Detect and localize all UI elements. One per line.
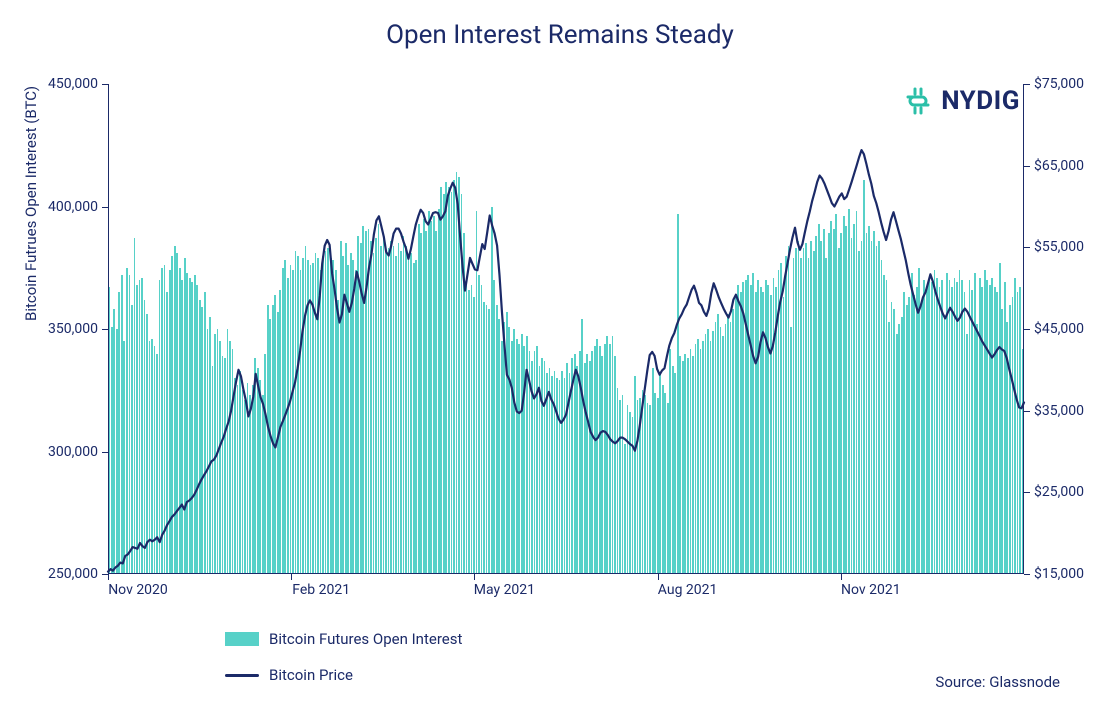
x-tick-label: Nov 2020 [108, 582, 168, 598]
y-left-tick-label: 250,000 [48, 566, 98, 582]
x-tick-label: Feb 2021 [292, 582, 350, 598]
y-right-tick-label: $75,000 [1034, 76, 1084, 92]
x-tick-label: Nov 2021 [841, 582, 901, 598]
x-tick-label: May 2021 [474, 582, 535, 598]
x-axis-line [108, 573, 1024, 574]
legend-item: Bitcoin Price [225, 666, 462, 684]
plot-area: 250,000300,000350,000400,000450,000$15,0… [108, 84, 1024, 574]
y-left-tick-label: 350,000 [48, 321, 98, 337]
y-right-tick-label: $35,000 [1034, 403, 1084, 419]
y-right-tick-label: $55,000 [1034, 239, 1084, 255]
legend-label: Bitcoin Futures Open Interest [269, 630, 462, 648]
y-right-tick-label: $45,000 [1034, 321, 1084, 337]
y-right-tick-label: $15,000 [1034, 566, 1084, 582]
y-axis-left-line [108, 84, 109, 574]
y-left-tick-label: 450,000 [48, 76, 98, 92]
y-left-tick-label: 300,000 [48, 444, 98, 460]
legend-item: Bitcoin Futures Open Interest [225, 630, 462, 648]
legend-label: Bitcoin Price [269, 666, 353, 684]
legend: Bitcoin Futures Open Interest Bitcoin Pri… [225, 630, 462, 702]
source-text: Source: Glassnode [935, 673, 1060, 691]
line-series [108, 84, 1024, 574]
chart-frame: Open Interest Remains Steady Bitcoin Fut… [0, 0, 1120, 726]
y-left-tick-label: 400,000 [48, 199, 98, 215]
chart-title: Open Interest Remains Steady [0, 20, 1120, 50]
y-right-tick-label: $25,000 [1034, 484, 1084, 500]
y-axis-left-label: Bitcoin Futrues Open Interest (BTC) [22, 86, 40, 321]
y-right-tick-label: $65,000 [1034, 158, 1084, 174]
x-tick-label: Aug 2021 [658, 582, 718, 598]
legend-swatch-bar-icon [225, 632, 259, 646]
legend-swatch-line-icon [225, 674, 259, 677]
